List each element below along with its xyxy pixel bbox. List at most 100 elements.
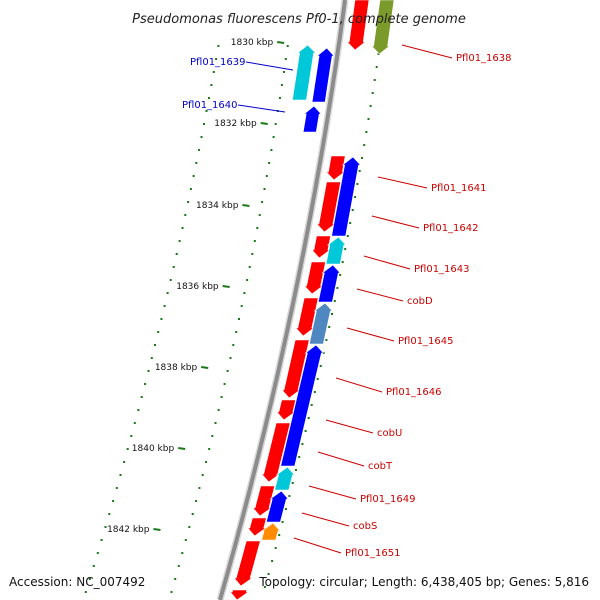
gene-label: Pfl01_1649 (360, 494, 416, 505)
forward-gene (311, 235, 331, 259)
leader-line (317, 451, 365, 467)
inner-ring-dot (177, 565, 180, 567)
right-ring-dot (365, 131, 368, 133)
leader-line (335, 377, 383, 393)
reverse-gene (317, 264, 341, 303)
reverse-gene (302, 105, 322, 133)
gene-label: cobU (377, 428, 402, 439)
right-ring-dot (304, 430, 307, 432)
right-ring-dot (373, 79, 376, 81)
leader-line (377, 176, 428, 189)
right-ring-dot (377, 53, 380, 55)
cyan-gene (274, 466, 296, 491)
inner-ring-dot (272, 136, 275, 138)
right-ring-dot (333, 300, 336, 302)
leader-line (346, 327, 395, 342)
outer-ring-dot (175, 253, 178, 255)
inner-ring-dot (184, 539, 187, 541)
inner-ring-dot (181, 552, 184, 554)
outer-ring-dot (140, 396, 143, 398)
inner-ring-dot (170, 591, 173, 593)
right-ring-dot (339, 274, 342, 276)
kbp-tick-label: 1832 kbp (214, 119, 257, 129)
forward-gene (295, 297, 319, 337)
inner-ring-dot (201, 474, 204, 476)
leader-line (371, 215, 420, 229)
gene-labels: Pfl01_1638 Pfl01_1639 Pfl01_1640 Pfl01_1641… (182, 44, 512, 559)
right-ring-dot (307, 417, 310, 419)
olive-gene (370, 0, 395, 55)
outer-ring-dot (96, 552, 99, 554)
kbp-tick-mark (242, 204, 250, 207)
outer-ring-dot (104, 526, 107, 528)
inner-ring-dot (238, 318, 240, 320)
forward-gene (229, 589, 250, 600)
outer-ring-dot (203, 123, 205, 125)
outer-ring-dot (112, 500, 115, 502)
forward-gene (303, 261, 326, 295)
right-ring-dot (358, 170, 361, 172)
forward-gene (233, 540, 261, 587)
gene-label: cobT (368, 461, 393, 472)
forward-gene (325, 155, 346, 181)
forward-gene (281, 339, 310, 399)
right-ring-dot (295, 469, 297, 471)
inner-ring-dot (251, 253, 254, 255)
outer-ring-dot (133, 422, 136, 424)
inner-ring-dot (223, 383, 226, 385)
gene-label: Pfl01_1645 (398, 336, 454, 347)
outer-ring-dot (200, 136, 203, 138)
inner-ring-dot (205, 461, 207, 463)
right-ring-dot (369, 105, 372, 107)
outer-ring-dot (150, 357, 153, 359)
inner-ring-dot (211, 435, 214, 437)
right-ring-dot (271, 560, 274, 562)
outer-ring-dot (144, 383, 147, 385)
gene-label: Pfl01_1638 (456, 53, 512, 64)
outer-ring-dot (123, 461, 126, 463)
right-ring-dot (325, 339, 328, 341)
inner-ring-dot (263, 188, 266, 190)
outer-ring-dot (208, 97, 210, 99)
outer-ring-dot (215, 58, 218, 60)
outer-ring-dot (154, 344, 156, 346)
inner-ring-dot (188, 526, 191, 528)
gene-label: Pfl01_1641 (431, 183, 487, 194)
kbp-tick-mark (277, 41, 285, 44)
inner-ring-dot (248, 266, 251, 268)
outer-ring-dot (130, 435, 133, 437)
outer-ring-dot (147, 370, 150, 372)
inner-ring-dot (256, 227, 259, 229)
leader-line (301, 512, 350, 527)
kbp-tick-mark (222, 285, 230, 288)
inner-ring-dot (286, 45, 289, 47)
outer-ring-dot (169, 279, 172, 281)
inner-ring-dot (258, 214, 261, 216)
right-ring-dot (344, 248, 347, 250)
outer-ring-dot (195, 162, 198, 164)
outer-ring-dot (157, 331, 160, 333)
inner-ring-dot (270, 149, 273, 151)
right-ring-dot (313, 391, 316, 393)
right-ring-dot (367, 118, 370, 120)
cyan-gene (325, 236, 347, 265)
inner-ring-dot (261, 201, 264, 203)
kbp-tick-mark (178, 447, 186, 450)
kbp-tick-mark (260, 122, 268, 125)
outer-ring-dot (212, 71, 215, 73)
right-ring-dot (351, 209, 354, 211)
outer-ring-dot (84, 591, 87, 593)
kbp-tick-label: 1834 kbp (196, 201, 239, 211)
backbone-line (218, 0, 347, 600)
inner-ring-dot (278, 97, 281, 99)
forward-gene (261, 422, 291, 483)
outer-ring-dot (119, 474, 122, 476)
kbp-tick-mark (201, 366, 209, 369)
reverse-gene (265, 490, 289, 523)
accession-text: Accession: NC_007492 (9, 575, 145, 589)
inner-ring-dot (240, 305, 243, 307)
right-ring-dot (371, 92, 374, 94)
right-ring-dot (274, 547, 277, 549)
steel-gene (308, 302, 334, 345)
inner-ring-dot (243, 292, 246, 294)
